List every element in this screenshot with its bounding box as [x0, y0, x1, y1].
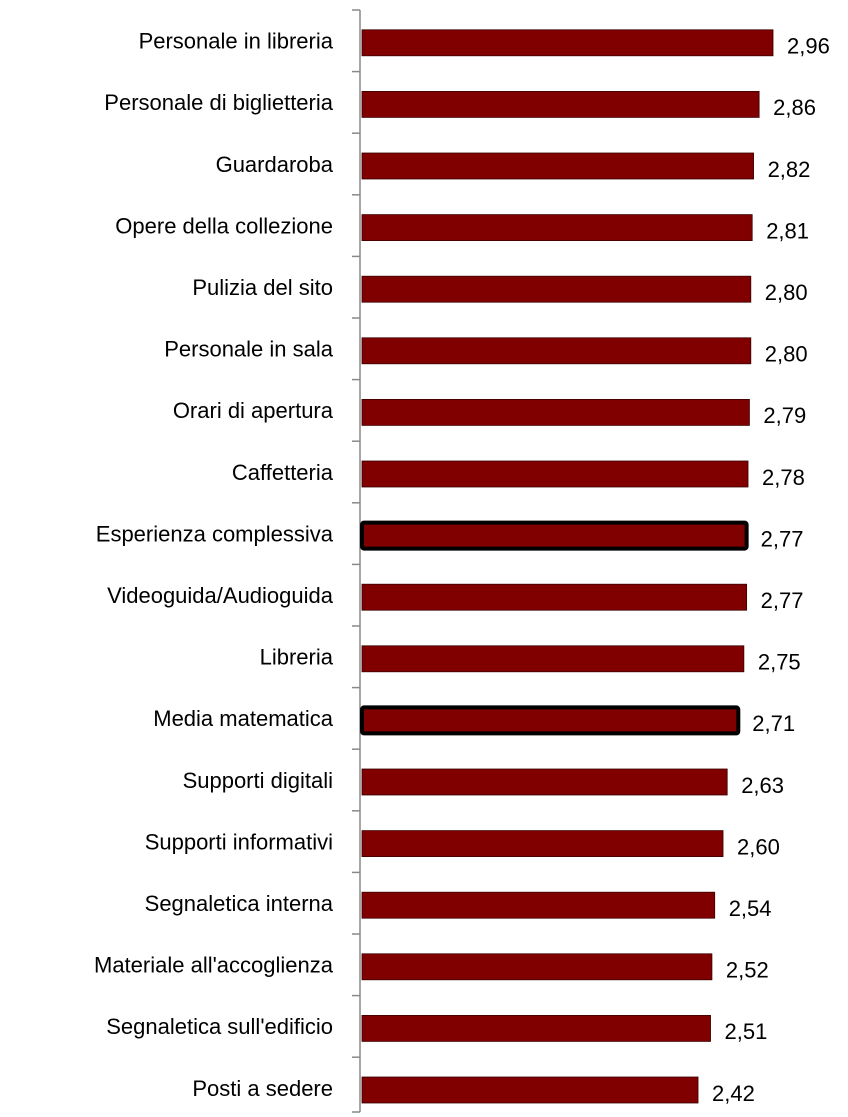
bar — [361, 91, 760, 118]
value-label: 2,96 — [787, 34, 830, 59]
value-label: 2,75 — [758, 650, 801, 675]
bar — [361, 398, 750, 426]
y-tick-label: Videoguida/Audioguida — [107, 583, 334, 608]
value-label: 2,80 — [765, 280, 808, 305]
value-label: 2,77 — [761, 588, 804, 613]
value-label: 2,71 — [752, 711, 795, 736]
bar — [361, 337, 752, 365]
bar — [361, 953, 713, 981]
y-tick-label: Guardaroba — [216, 152, 334, 177]
value-label: 2,79 — [763, 403, 806, 428]
y-tick-label: Pulizia del sito — [192, 275, 333, 300]
bar — [361, 152, 754, 180]
value-label: 2,52 — [726, 958, 769, 983]
bar — [361, 830, 724, 857]
value-label: 2,81 — [766, 218, 809, 243]
y-tick-label: Opere della collezione — [115, 213, 333, 238]
y-tick-label: Orari di apertura — [173, 398, 334, 423]
bar — [361, 460, 749, 488]
y-tick-label: Personale di biglietteria — [104, 90, 333, 115]
bar — [361, 1015, 711, 1042]
bar — [361, 645, 745, 673]
y-tick-label: Posti a sedere — [192, 1076, 333, 1101]
bar — [361, 583, 748, 611]
y-tick-label: Segnaletica sull'edificio — [106, 1014, 333, 1039]
value-label: 2,82 — [768, 157, 811, 182]
y-tick-label: Personale in libreria — [139, 29, 334, 54]
value-label: 2,42 — [712, 1081, 755, 1106]
y-tick-label: Personale in sala — [164, 337, 334, 362]
bar — [361, 768, 728, 796]
y-tick-label: Supporti informativi — [145, 829, 333, 854]
y-tick-label: Libreria — [260, 645, 334, 670]
value-label: 2,80 — [765, 342, 808, 367]
bar — [361, 214, 753, 242]
y-tick-label: Segnaletica interna — [145, 891, 334, 916]
y-tick-label: Caffetteria — [232, 460, 334, 485]
bar — [361, 29, 774, 57]
value-label: 2,51 — [725, 1019, 768, 1044]
bar — [360, 705, 741, 736]
y-tick-label: Esperienza complessiva — [96, 521, 334, 546]
y-tick-label: Media matematica — [153, 706, 334, 731]
bar — [361, 891, 716, 919]
y-tick-label: Materiale all'accoglienza — [94, 953, 334, 978]
value-label: 2,63 — [741, 773, 784, 798]
value-label: 2,60 — [737, 834, 780, 859]
bar — [361, 1076, 699, 1104]
y-tick-label: Supporti digitali — [183, 768, 333, 793]
bar — [361, 275, 752, 303]
value-label: 2,54 — [729, 896, 772, 921]
bar — [360, 520, 749, 551]
value-label: 2,78 — [762, 465, 805, 490]
value-label: 2,77 — [761, 526, 804, 551]
value-label: 2,86 — [773, 95, 816, 120]
